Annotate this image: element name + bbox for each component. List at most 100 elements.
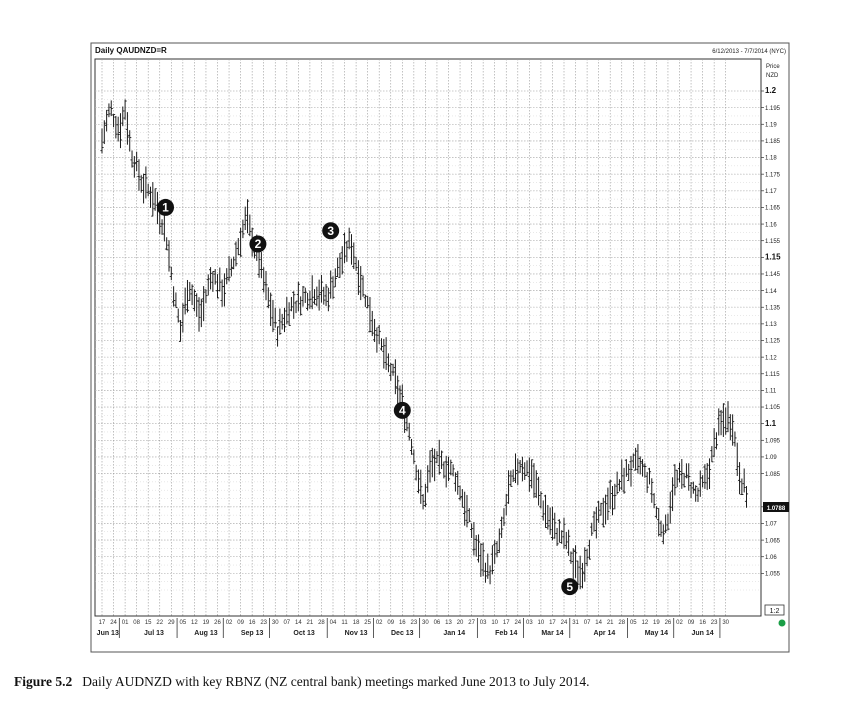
meeting-marker-label: 1 — [162, 201, 169, 215]
x-month-label: Sep 13 — [241, 630, 264, 637]
meeting-marker-label: 4 — [399, 404, 406, 418]
grid — [95, 59, 761, 616]
x-day-label: 30 — [422, 620, 429, 626]
x-day-label: 22 — [156, 620, 163, 626]
x-day-label: 16 — [699, 620, 706, 626]
chart-title: Daily QAUDNZD=R — [95, 46, 167, 55]
y-tick-label: 1.13 — [765, 322, 777, 328]
x-day-label: 19 — [203, 620, 210, 626]
x-day-label: 26 — [214, 620, 221, 626]
x-day-label: 23 — [260, 620, 267, 626]
meeting-marker-label: 5 — [566, 580, 573, 594]
x-month-label: Jul 13 — [144, 630, 164, 637]
x-day-label: 28 — [618, 620, 625, 626]
meeting-marker — [157, 198, 175, 216]
meeting-marker — [249, 235, 267, 253]
y-tick-label: 1.135 — [765, 305, 781, 311]
x-day-label: 24 — [110, 620, 117, 626]
price-chart: 1.2 1.195 1.19 1.185 1.18 1.175 1.17 1.165 1.16 1… — [90, 42, 790, 653]
y-tick-label: 1.12 — [765, 355, 777, 361]
meeting-marker — [322, 222, 340, 240]
y-tick-label: 1.085 — [765, 472, 781, 478]
x-day-label: 30 — [722, 620, 729, 626]
x-day-label: 21 — [607, 620, 614, 626]
x-day-label: 10 — [538, 620, 545, 626]
last-price-label: 1.0788 — [767, 506, 786, 512]
x-day-label: 18 — [353, 620, 360, 626]
x-day-label: 07 — [584, 620, 591, 626]
x-month-label: Oct 13 — [293, 630, 315, 637]
x-day-label: 13 — [445, 620, 452, 626]
x-day-label: 09 — [237, 620, 244, 626]
y-tick-label: 1.09 — [765, 455, 777, 461]
x-day-label: 30 — [272, 620, 279, 626]
last-price-badge — [763, 502, 789, 512]
x-day-label: 03 — [526, 620, 533, 626]
x-day-label: 20 — [457, 620, 464, 626]
x-day-label: 11 — [341, 620, 348, 626]
x-month-label: May 14 — [645, 630, 668, 637]
status-dot — [778, 619, 786, 627]
y-tick-label: 1.2 — [765, 86, 777, 95]
y-tick-label: 1.06 — [765, 555, 777, 561]
figure-caption: Figure 5.2 Daily AUDNZD with key RBNZ (NZ… — [14, 674, 834, 690]
y-tick-label: 1.18 — [765, 156, 777, 162]
meeting-marker — [393, 401, 411, 419]
meeting-marker-label: 3 — [327, 224, 334, 238]
x-day-label: 27 — [468, 620, 475, 626]
x-day-label: 25 — [364, 620, 371, 626]
x-day-label: 15 — [145, 620, 152, 626]
x-day-label: 14 — [595, 620, 602, 626]
x-month-label: Aug 13 — [194, 630, 217, 637]
x-day-label: 08 — [133, 620, 140, 626]
y-tick-label: 1.14 — [765, 289, 777, 295]
x-day-label: 10 — [491, 620, 498, 626]
x-day-label: 24 — [561, 620, 568, 626]
x-day-label: 05 — [630, 620, 637, 626]
y-tick-label: 1.15 — [765, 253, 781, 262]
x-month-label: Nov 13 — [345, 630, 368, 637]
x-day-label: 17 — [503, 620, 510, 626]
x-day-label: 03 — [480, 620, 487, 626]
x-day-label: 14 — [295, 620, 302, 626]
x-day-label: 12 — [191, 620, 198, 626]
y-tick-label: 1.11 — [765, 389, 777, 395]
x-day-label: 28 — [318, 620, 325, 626]
x-day-label: 04 — [330, 620, 337, 626]
y-tick-label: 1.165 — [765, 206, 781, 212]
corner-box — [764, 604, 785, 616]
x-day-label: 17 — [99, 620, 106, 626]
x-day-label: 21 — [307, 620, 314, 626]
y-tick-label: 1.185 — [765, 139, 781, 145]
date-range: 6/12/2013 - 7/7/2014 (NYC) — [712, 49, 786, 55]
x-day-label: 16 — [249, 620, 256, 626]
x-day-label: 31 — [572, 620, 579, 626]
x-day-label: 09 — [688, 620, 695, 626]
y-tick-label: 1.07 — [765, 522, 777, 528]
x-month-label: Dec 13 — [391, 630, 414, 637]
meeting-marker-label: 2 — [255, 237, 262, 251]
x-day-label: 29 — [168, 620, 175, 626]
x-day-label: 24 — [514, 620, 521, 626]
y-tick-label: 1.19 — [765, 122, 777, 128]
y-tick-label: 1.095 — [765, 439, 781, 445]
x-day-label: 17 — [549, 620, 556, 626]
corner-label: 1:2 — [770, 608, 780, 615]
x-day-label: 02 — [376, 620, 383, 626]
x-day-label: 23 — [411, 620, 418, 626]
y-tick-label: 1.105 — [765, 405, 781, 411]
y-tick-label: 1.125 — [765, 339, 781, 345]
caption-text: Daily AUDNZD with key RBNZ (NZ central b… — [82, 674, 590, 689]
x-day-label: 06 — [434, 620, 441, 626]
meeting-markers: 1 2 3 4 5 — [157, 198, 579, 596]
x-day-label: 05 — [180, 620, 187, 626]
y-tick-label: 1.115 — [765, 372, 780, 378]
y-tick-label: 1.1 — [765, 419, 777, 428]
x-month-label: Jun 14 — [692, 630, 714, 637]
x-month-label: Jan 14 — [443, 630, 465, 637]
x-month-label: Apr 14 — [594, 630, 616, 637]
y-tick-label: 1.145 — [765, 272, 781, 278]
y-tick-label: 1.175 — [765, 172, 781, 178]
y-tick-label: 1.195 — [765, 106, 781, 112]
figure-number: Figure 5.2 — [14, 674, 73, 689]
